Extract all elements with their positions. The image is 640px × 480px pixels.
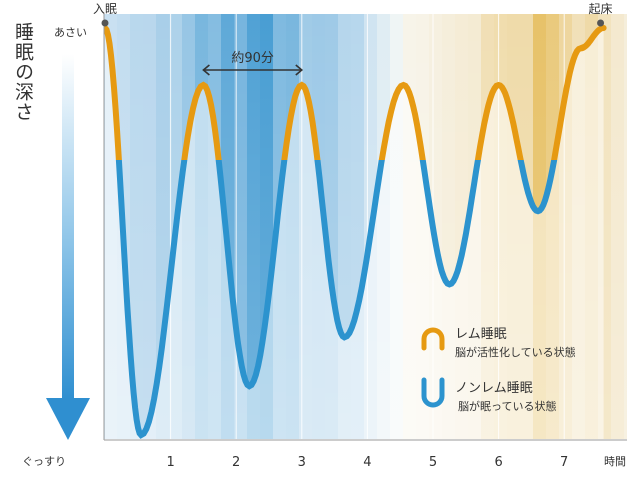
depth-arrow [46, 54, 90, 440]
cycle-label: 約90分 [231, 51, 274, 66]
x-tick-label: 3 [298, 455, 306, 470]
x-tick-labels: 1 2 3 4 5 6 7 [166, 455, 568, 470]
legend-item-rem: レム睡眠 脳が活性化している状態 [421, 327, 576, 359]
y-bottom-label: ぐっすり [22, 455, 66, 468]
cycle-arrow-left-head [202, 64, 210, 76]
nonrem-legend-desc: 脳が眠っている状態 [458, 399, 556, 413]
x-tick-label: 6 [494, 455, 502, 470]
legend: レム睡眠 脳が活性化している状態 ノンレム睡眠 脳が眠っている状態 [421, 327, 576, 413]
sleep-curve-fill [105, 28, 604, 439]
start-marker [101, 19, 109, 27]
end-label: 起床 [589, 2, 613, 16]
nonrem-curve [115, 160, 558, 439]
rem-legend-desc: 脳が活性化している状態 [455, 345, 576, 359]
nonrem-legend-icon [421, 377, 445, 408]
cycle-arrow-right-head [295, 64, 304, 76]
depth-arrow-shaft [62, 54, 74, 399]
y-axis-title: 睡眠の深さ [12, 22, 34, 122]
x-tick-label: 4 [363, 455, 371, 470]
depth-arrow-head [46, 398, 90, 440]
rem-curve [104, 25, 607, 160]
plot-area [104, 14, 627, 439]
y-top-label: あさい [54, 26, 87, 39]
x-tick-label: 2 [232, 455, 240, 470]
start-label: 入眠 [93, 2, 117, 16]
rem-legend-label: レム睡眠 [455, 327, 507, 342]
x-axis-title: 時間 [604, 455, 626, 468]
x-tick-label: 7 [560, 455, 568, 470]
nonrem-legend-label: ノンレム睡眠 [455, 381, 533, 396]
x-tick-label: 1 [166, 455, 174, 470]
x-tick-label: 5 [429, 455, 437, 470]
cycle-annotation: 約90分 [202, 51, 304, 76]
end-marker [597, 19, 605, 27]
legend-item-nonrem: ノンレム睡眠 脳が眠っている状態 [421, 377, 556, 413]
rem-legend-icon [421, 327, 445, 351]
